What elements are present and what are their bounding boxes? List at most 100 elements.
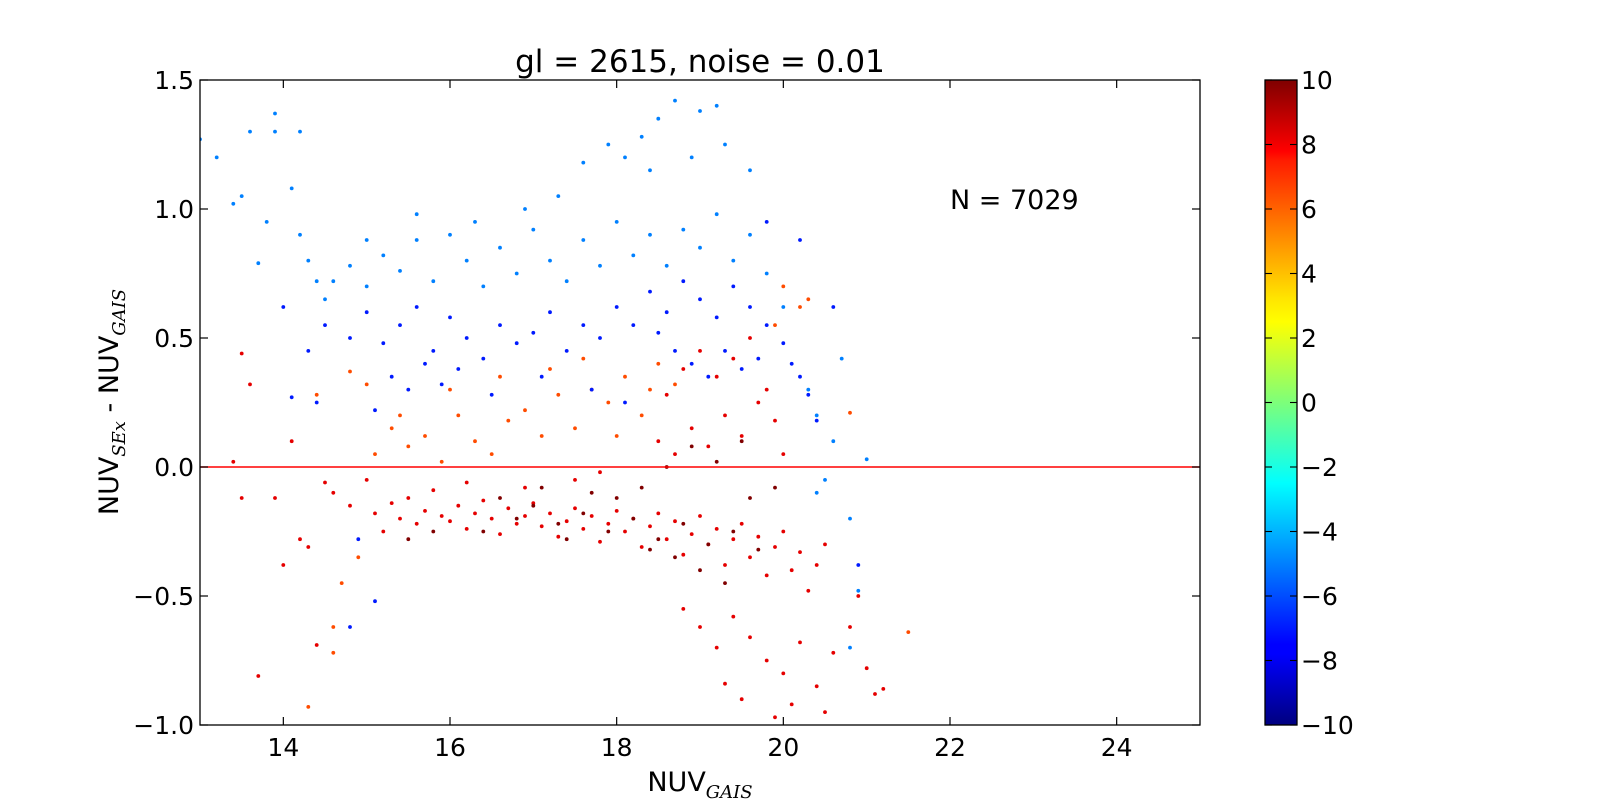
data-point [331, 625, 336, 629]
data-point [723, 142, 727, 147]
data-point [739, 697, 744, 702]
data-point [348, 625, 352, 629]
data-point [764, 271, 769, 276]
data-point [789, 361, 794, 366]
data-point [239, 496, 244, 500]
data-point [364, 238, 369, 242]
data-point [531, 501, 536, 505]
x-axis-label: NUVGAIS [647, 767, 752, 800]
data-point [689, 444, 694, 449]
data-point [523, 514, 527, 518]
data-point [506, 506, 511, 511]
data-point [523, 485, 527, 490]
data-point [723, 563, 727, 567]
data-point [548, 258, 552, 263]
data-point [856, 563, 861, 567]
data-point [598, 470, 602, 475]
data-point [289, 439, 294, 444]
data-point [514, 521, 519, 526]
y-tick-label: 1.0 [154, 195, 194, 224]
data-point [814, 413, 819, 418]
data-point [814, 563, 819, 567]
data-point [806, 387, 811, 392]
data-point [906, 630, 911, 634]
data-point [298, 129, 302, 134]
data-point [231, 201, 236, 206]
data-point [456, 503, 461, 508]
x-tick-label: 18 [601, 733, 633, 762]
data-point [656, 330, 661, 335]
data-point [814, 418, 819, 423]
data-point [556, 392, 561, 397]
data-point [639, 545, 644, 549]
data-point [489, 452, 494, 456]
y-tick-label: −0.5 [133, 582, 194, 611]
data-point [673, 452, 677, 456]
data-point [456, 413, 461, 418]
data-point [564, 279, 569, 284]
data-point [656, 361, 661, 366]
data-point [673, 519, 677, 524]
data-point [631, 516, 636, 521]
data-point [248, 129, 252, 134]
data-point [856, 594, 861, 598]
data-point [289, 186, 294, 191]
data-point [681, 521, 686, 526]
data-point [531, 503, 536, 508]
data-point [764, 573, 769, 578]
data-point [848, 516, 852, 521]
data-point [489, 516, 494, 521]
data-point [548, 310, 552, 315]
colorbar-tick-label: −4 [1301, 518, 1338, 547]
data-point [656, 511, 661, 516]
data-point [881, 687, 886, 691]
data-point [781, 305, 786, 309]
data-point [689, 426, 694, 431]
data-point [573, 478, 577, 482]
data-point [581, 238, 586, 242]
data-point [289, 395, 294, 400]
data-point [448, 519, 452, 524]
data-point [639, 413, 644, 418]
data-point [639, 485, 644, 490]
data-point [798, 374, 802, 379]
data-point [498, 532, 502, 536]
data-point [331, 650, 336, 655]
data-point [723, 681, 727, 686]
data-point [673, 555, 677, 560]
data-point [573, 426, 577, 431]
x-tick-label: 20 [767, 733, 799, 762]
data-point [739, 439, 744, 444]
data-point [773, 323, 777, 327]
data-point [389, 501, 394, 505]
data-point [464, 258, 469, 263]
data-point [398, 516, 402, 521]
data-point [764, 387, 769, 392]
data-point [731, 356, 736, 361]
data-point [381, 253, 386, 258]
data-point [539, 485, 544, 490]
data-point [439, 459, 444, 464]
data-point [698, 625, 702, 629]
data-point [348, 369, 352, 374]
data-point [648, 524, 652, 529]
data-point [423, 434, 427, 438]
data-point [706, 374, 711, 379]
data-point [364, 382, 369, 387]
data-point [348, 263, 352, 268]
data-point [214, 155, 219, 160]
data-point [606, 529, 611, 534]
data-point [681, 607, 686, 611]
data-point [756, 356, 761, 361]
data-point [698, 109, 702, 113]
data-point [448, 232, 452, 237]
data-point [656, 537, 661, 542]
x-tick-label: 16 [434, 733, 466, 762]
data-point [614, 434, 619, 438]
data-point [498, 496, 502, 500]
data-point [598, 336, 602, 340]
data-point [464, 480, 469, 485]
data-point [448, 315, 452, 320]
data-point [423, 361, 427, 366]
